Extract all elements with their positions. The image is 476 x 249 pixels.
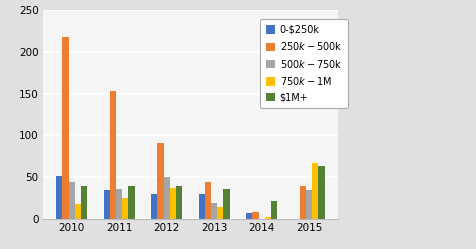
Bar [306,190,312,219]
Bar [69,182,75,219]
Bar [318,166,325,219]
Bar [122,198,129,219]
Bar [176,187,182,219]
Bar [62,37,69,219]
Bar [217,207,223,219]
Bar [300,186,306,219]
Bar [75,204,81,219]
Bar [104,190,110,219]
Bar [271,201,277,219]
Bar [151,194,158,219]
Bar [211,203,217,219]
Bar [223,189,229,219]
Bar [164,177,170,219]
Bar [312,163,318,219]
Bar [116,189,122,219]
Bar [252,212,258,219]
Bar [110,91,116,219]
Bar [265,217,271,219]
Bar [205,182,211,219]
Bar [198,194,205,219]
Bar [56,176,62,219]
Bar [129,186,135,219]
Bar [246,213,252,219]
Bar [170,188,176,219]
Bar [81,186,87,219]
Legend: 0-$250k, $250k-$500k, $500k-$750k, $750k-$1M, $1M+: 0-$250k, $250k-$500k, $500k-$750k, $750k… [260,19,348,108]
Bar [158,143,164,219]
